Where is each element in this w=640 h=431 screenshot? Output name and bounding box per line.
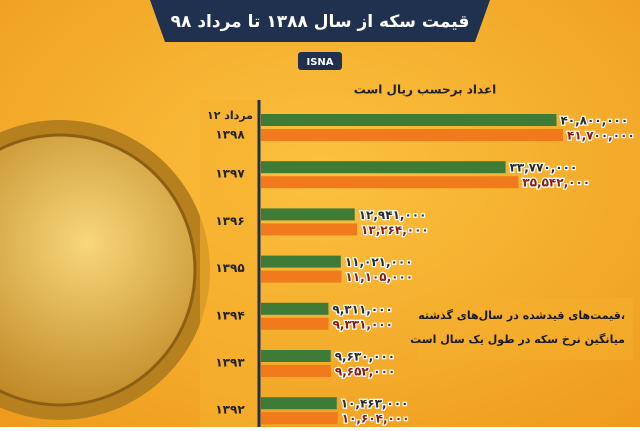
subtitle: اعداد برحسب ریال است xyxy=(354,83,497,97)
annotation: قیمت‌های قیدشده در سال‌های گذشته، xyxy=(418,309,625,322)
bar xyxy=(261,317,329,330)
category-label: ۱۳۹۸ xyxy=(215,128,245,142)
value-label: ۳۵,۵۴۲,۰۰۰ xyxy=(522,176,590,190)
category-label: ۱۳۹۳ xyxy=(215,356,245,370)
value-label: ۹,۳۱۱,۰۰۰ xyxy=(332,302,392,316)
category-label: ۱۳۹۴ xyxy=(215,308,244,322)
bar xyxy=(261,365,331,377)
source-tag xyxy=(298,52,342,70)
value-label: ۱۰,۶۰۴,۰۰۰ xyxy=(342,412,410,426)
value-label: ۴۰,۸۰۰,۰۰۰ xyxy=(560,114,628,128)
bar xyxy=(261,270,342,283)
category-label: ۱۳۹۶ xyxy=(215,214,244,228)
coin-face xyxy=(0,133,197,407)
date-label: ۱۲ مرداد xyxy=(207,109,253,122)
bar xyxy=(261,176,519,189)
category-label: ۱۳۹۲ xyxy=(215,403,245,417)
value-label: ۱۱,۱۰۵,۰۰۰ xyxy=(345,270,413,284)
bar xyxy=(261,412,338,425)
source: ISNA xyxy=(306,57,333,68)
value-label: ۱۳,۲۶۴,۰۰۰ xyxy=(361,223,429,237)
value-label: ۹,۶۵۲,۰۰۰ xyxy=(335,365,395,379)
category-label: ۱۳۹۵ xyxy=(215,261,244,275)
label-column xyxy=(200,100,260,427)
title-banner xyxy=(150,0,490,42)
bar xyxy=(261,302,329,315)
value-label: ۳۳,۷۷۰,۰۰۰ xyxy=(510,161,578,175)
category-label: ۱۳۹۷ xyxy=(215,167,245,181)
bar xyxy=(261,397,337,410)
value-label: ۴۱,۷۰۰,۰۰۰ xyxy=(567,129,635,143)
value-label: ۱۱,۰۲۱,۰۰۰ xyxy=(345,255,413,269)
bar xyxy=(261,208,355,221)
bar xyxy=(261,129,563,141)
bar xyxy=(261,350,331,362)
bar xyxy=(261,255,341,268)
value-label: ۹,۶۳۰,۰۰۰ xyxy=(335,350,395,364)
value-label: ۹,۳۳۱,۰۰۰ xyxy=(333,317,393,331)
annotation: میانگین نرخ سکه در طول یک سال است xyxy=(410,333,625,346)
value-label: ۱۰,۴۶۳,۰۰۰ xyxy=(341,397,409,411)
annotation-box xyxy=(418,298,633,360)
bar xyxy=(261,114,557,126)
bar xyxy=(261,223,358,236)
value-label: ۱۲,۹۴۱,۰۰۰ xyxy=(359,208,427,222)
title: قیمت سکه از سال ۱۳۸۸ تا مرداد ۹۸ xyxy=(171,12,470,32)
bar xyxy=(261,161,506,174)
